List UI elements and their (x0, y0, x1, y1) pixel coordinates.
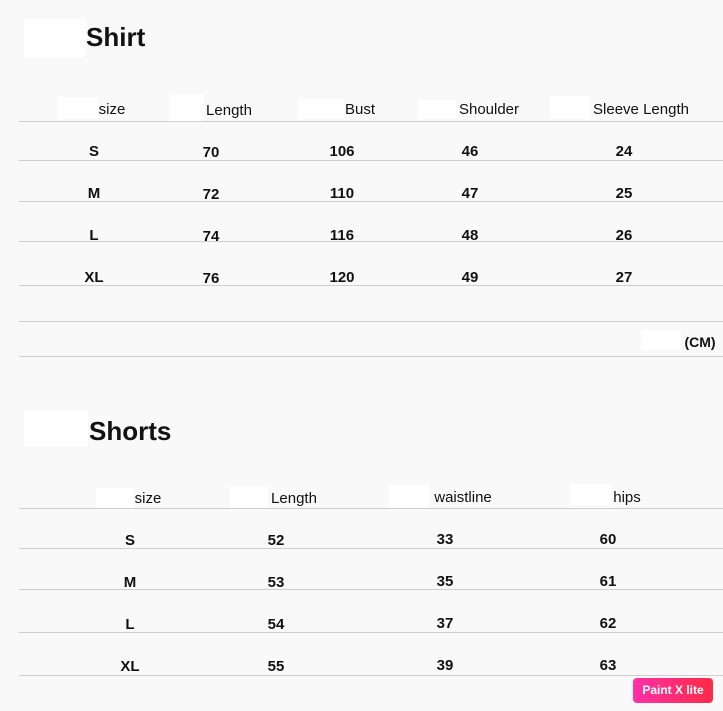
shirt-header-bust: Bust (344, 101, 376, 118)
divider (19, 160, 723, 161)
watermark-badge: Paint X lite (633, 678, 713, 703)
redacted-block (550, 96, 590, 119)
cell-bust: 106 (329, 143, 355, 160)
redacted-block (641, 330, 681, 350)
redacted-block (24, 19, 86, 57)
cell-hips: 61 (599, 573, 617, 590)
cell-size: S (88, 143, 100, 160)
cell-waistline: 39 (436, 657, 454, 674)
cell-length: 76 (202, 270, 220, 287)
divider (19, 508, 723, 509)
redacted-block (96, 488, 134, 510)
shorts-header-hips: hips (613, 489, 641, 506)
cell-length: 74 (202, 228, 220, 245)
cell-waistline: 35 (436, 573, 454, 590)
divider (19, 121, 723, 122)
cell-hips: 62 (599, 615, 617, 632)
cell-shoulder: 46 (461, 143, 479, 160)
divider (19, 321, 723, 322)
cell-waistline: 37 (436, 615, 454, 632)
cell-shoulder: 47 (461, 185, 479, 202)
redacted-block (57, 97, 97, 119)
cell-sleeve: 26 (615, 227, 633, 244)
cell-shoulder: 48 (461, 227, 479, 244)
cell-length: 53 (267, 574, 285, 591)
cell-shoulder: 49 (461, 269, 479, 286)
cell-size: XL (120, 658, 140, 675)
cell-length: 55 (267, 658, 285, 675)
cell-waistline: 33 (436, 531, 454, 548)
cell-length: 52 (267, 532, 285, 549)
cell-size: M (87, 185, 101, 202)
shorts-header-length: Length (271, 490, 317, 507)
divider (19, 201, 723, 202)
redacted-block (230, 486, 268, 510)
cell-bust: 110 (329, 185, 355, 202)
shirt-title: Shirt (86, 22, 146, 52)
shirt-header-sleeve-length: Sleeve Length (593, 101, 689, 118)
cell-sleeve: 27 (615, 269, 633, 286)
redacted-block (298, 99, 344, 119)
cell-size: XL (84, 269, 104, 286)
redacted-block (570, 484, 612, 505)
cell-length: 72 (202, 186, 220, 203)
cell-size: L (125, 616, 135, 633)
divider (19, 241, 723, 242)
shorts-header-waistline: waistline (434, 489, 492, 506)
cell-length: 70 (202, 144, 220, 161)
redacted-block (389, 485, 429, 510)
shorts-title: Shorts (89, 416, 172, 446)
shirt-header-size: size (98, 101, 126, 118)
cell-sleeve: 24 (615, 143, 633, 160)
shirt-header-shoulder: Shoulder (458, 101, 520, 118)
cell-bust: 120 (329, 269, 355, 286)
divider (19, 548, 723, 549)
cell-hips: 63 (599, 657, 617, 674)
shirt-header-length: Length (206, 102, 252, 119)
divider (19, 285, 723, 286)
cell-length: 54 (267, 616, 285, 633)
redacted-block (418, 100, 456, 119)
redacted-block (169, 95, 204, 122)
cell-size: L (89, 227, 99, 244)
divider (19, 356, 723, 357)
cell-size: M (123, 574, 137, 591)
cell-bust: 116 (329, 227, 355, 244)
divider (19, 632, 723, 633)
shorts-header-size: size (134, 490, 162, 507)
redacted-block (24, 410, 88, 447)
cell-size: S (124, 532, 136, 549)
cell-hips: 60 (599, 531, 617, 548)
divider (19, 589, 723, 590)
cell-sleeve: 25 (615, 185, 633, 202)
divider (19, 675, 723, 676)
unit-label: (CM) (684, 334, 716, 350)
